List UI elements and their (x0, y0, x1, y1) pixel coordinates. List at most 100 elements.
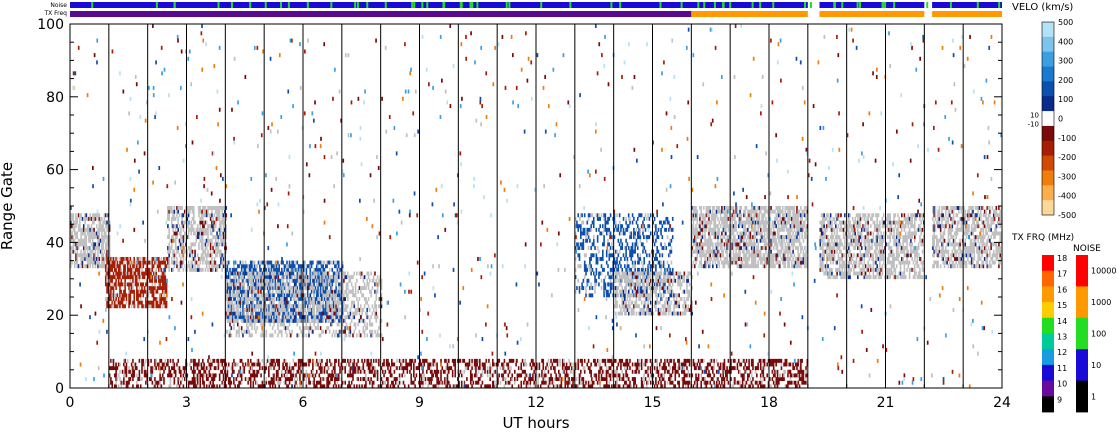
scatter-point (642, 264, 644, 269)
scatter-point (221, 220, 224, 225)
scatter-point (300, 286, 303, 291)
scatter-point (139, 256, 142, 261)
scatter-point (142, 282, 145, 287)
scatter-point (647, 304, 649, 309)
scatter-point (292, 293, 295, 298)
scatter-point (177, 227, 180, 232)
scatter-point (242, 333, 244, 338)
scatter-point (265, 260, 268, 265)
scatter-point (652, 278, 655, 283)
scatter-point (182, 260, 185, 265)
scatter-point (205, 209, 208, 214)
scatter-point (287, 318, 290, 323)
scatter-point (622, 297, 625, 301)
scatter-point (709, 242, 712, 247)
scatter-point (239, 311, 242, 316)
scatter-point (648, 235, 651, 240)
scatter-point (712, 209, 714, 214)
scatter-point (723, 246, 726, 250)
scatter-point (261, 318, 264, 323)
scatter-point (328, 300, 331, 305)
scatter-point (235, 333, 238, 338)
scatter-point (202, 238, 204, 243)
scatter-point (362, 278, 365, 283)
scatter-point (226, 293, 229, 298)
scatter-point (712, 246, 714, 250)
scatter-point (292, 297, 295, 301)
scatter-point (752, 249, 754, 254)
scatter-point (595, 253, 598, 258)
scatter-point (145, 256, 147, 261)
scatter-point (643, 246, 646, 250)
scatter-point (657, 260, 660, 265)
scatter-point (104, 242, 107, 247)
scatter-point (675, 300, 678, 305)
scatter-point (264, 286, 266, 291)
scatter-point (194, 220, 196, 225)
scatter-point (76, 253, 79, 258)
scatter-point (591, 242, 594, 247)
scatter-point (700, 238, 702, 243)
scatter-point (712, 227, 714, 232)
scatter-point (622, 307, 625, 312)
scatter-point (627, 304, 630, 309)
scatter-point (661, 224, 664, 229)
scatter-point (266, 289, 269, 294)
scatter-point (266, 264, 269, 269)
scatter-point (253, 326, 256, 331)
scatter-point (170, 242, 173, 247)
scatter-point (98, 238, 101, 243)
scatter-point (753, 231, 756, 236)
scatter-point (244, 329, 247, 334)
scatter-point (337, 322, 340, 327)
scatter-point (647, 267, 649, 272)
scatter-point (594, 289, 596, 294)
scatter-point (334, 318, 336, 323)
scatter-point (283, 282, 286, 287)
scatter-point (315, 260, 318, 265)
scatter-point (77, 227, 80, 232)
scatter-point (249, 282, 252, 287)
scatter-point (284, 264, 287, 269)
scatter-point (150, 286, 152, 291)
scatter-point (243, 297, 246, 301)
scatter-point (207, 209, 209, 214)
scatter-point (238, 286, 240, 291)
scatter-point (313, 311, 315, 316)
scatter-point (653, 256, 656, 261)
scatter-point (221, 238, 224, 243)
scatter-point (251, 278, 253, 283)
scatter-point (661, 286, 664, 291)
scatter-point (660, 293, 662, 298)
scatter-point (334, 275, 336, 280)
scatter-point (331, 275, 334, 280)
scatter-point (636, 282, 639, 287)
scatter-point (229, 289, 231, 294)
scatter-point (325, 318, 327, 323)
scatter-point (234, 286, 236, 291)
noise-spike (230, 2, 233, 8)
scatter-point (189, 206, 191, 210)
scatter-point (280, 271, 283, 276)
scatter-point (756, 231, 758, 236)
scatter-point (670, 289, 673, 294)
scatter-point (639, 271, 642, 276)
scatter-point (713, 213, 715, 218)
scatter-point (603, 289, 605, 294)
scatter-point (84, 235, 86, 240)
scatter-point (97, 264, 99, 269)
scatter-point (375, 318, 378, 323)
scatter-point (732, 238, 735, 243)
scatter-point (80, 256, 82, 261)
scatter-point (261, 315, 264, 320)
scatter-point (225, 213, 227, 218)
scatter-point (678, 304, 680, 309)
scatter-point (174, 235, 177, 240)
scatter-point (284, 286, 287, 291)
scatter-point (181, 253, 183, 258)
scatter-point (746, 260, 749, 265)
scatter-point (697, 224, 700, 229)
scatter-point (273, 267, 275, 272)
scatter-point (186, 206, 189, 210)
scatter-point (225, 249, 227, 254)
